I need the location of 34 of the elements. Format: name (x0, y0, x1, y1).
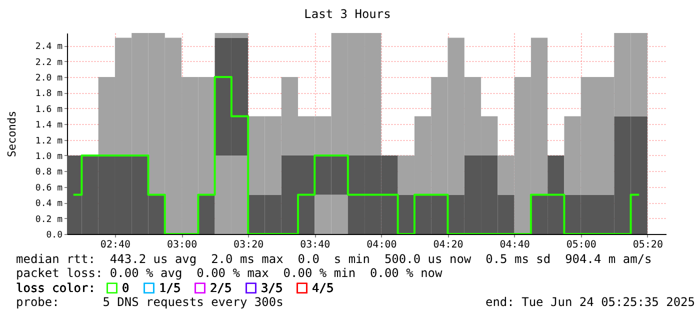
text: end: Tue Jun 24 05:25:35 2025 (485, 295, 695, 309)
y-tick-label: 0.2 m (35, 214, 62, 225)
text: median rtt: 443.2 us avg 2.0 ms max 0.0 s min 500.0 us now 0.5 ms sd 904.4 m am/s (16, 252, 652, 266)
y-tick-label: 0.4 m (35, 199, 62, 210)
legend-label: 4/5 (312, 281, 334, 296)
y-tick-label: 1.8 m (35, 89, 62, 100)
text: probe: 5 DNS requests every 300s (16, 295, 284, 309)
y-tick-label: 0.8 m (35, 168, 62, 178)
legend-label: 3/5 (261, 281, 283, 296)
y-tick-label: 0.0 (46, 230, 62, 240)
x-tick-label: 05:20 (632, 240, 663, 250)
legend-label: 2/5 (210, 281, 232, 296)
x-tick-label: 02:40 (100, 240, 131, 250)
x-tick-label: 03:00 (166, 240, 198, 250)
y-tick-label: 0.6 m (35, 183, 62, 194)
y-tick-label: 2.4 m (35, 42, 62, 52)
x-tick-label: 04:20 (433, 240, 464, 250)
x-tick-label: 05:00 (566, 240, 596, 250)
x-tick-label: 04:40 (500, 240, 530, 250)
y-tick-label: 2.0 m (35, 73, 62, 84)
x-tick-label: 04:00 (366, 240, 397, 250)
y-axis-title: Seconds (6, 110, 18, 158)
y-tick-label: 1.6 m (35, 104, 62, 115)
text: packet loss: 0.00 % avg 0.00 % max 0.00 % min 0.00 % now (16, 266, 444, 280)
y-tick-label: 1.0 m (35, 152, 62, 162)
x-tick-label: 03:20 (234, 240, 264, 250)
chart-title: Last 3 Hours (304, 7, 391, 21)
x-tick-label: 03:40 (300, 240, 330, 250)
y-tick-label: 1.2 m (35, 136, 62, 146)
y-tick-label: 1.4 m (35, 120, 62, 131)
legend-title: loss color: (16, 281, 96, 295)
legend-label: 0 (122, 281, 130, 296)
legend-label: 1/5 (159, 281, 181, 296)
y-tick-label: 2.2 m (35, 58, 62, 68)
